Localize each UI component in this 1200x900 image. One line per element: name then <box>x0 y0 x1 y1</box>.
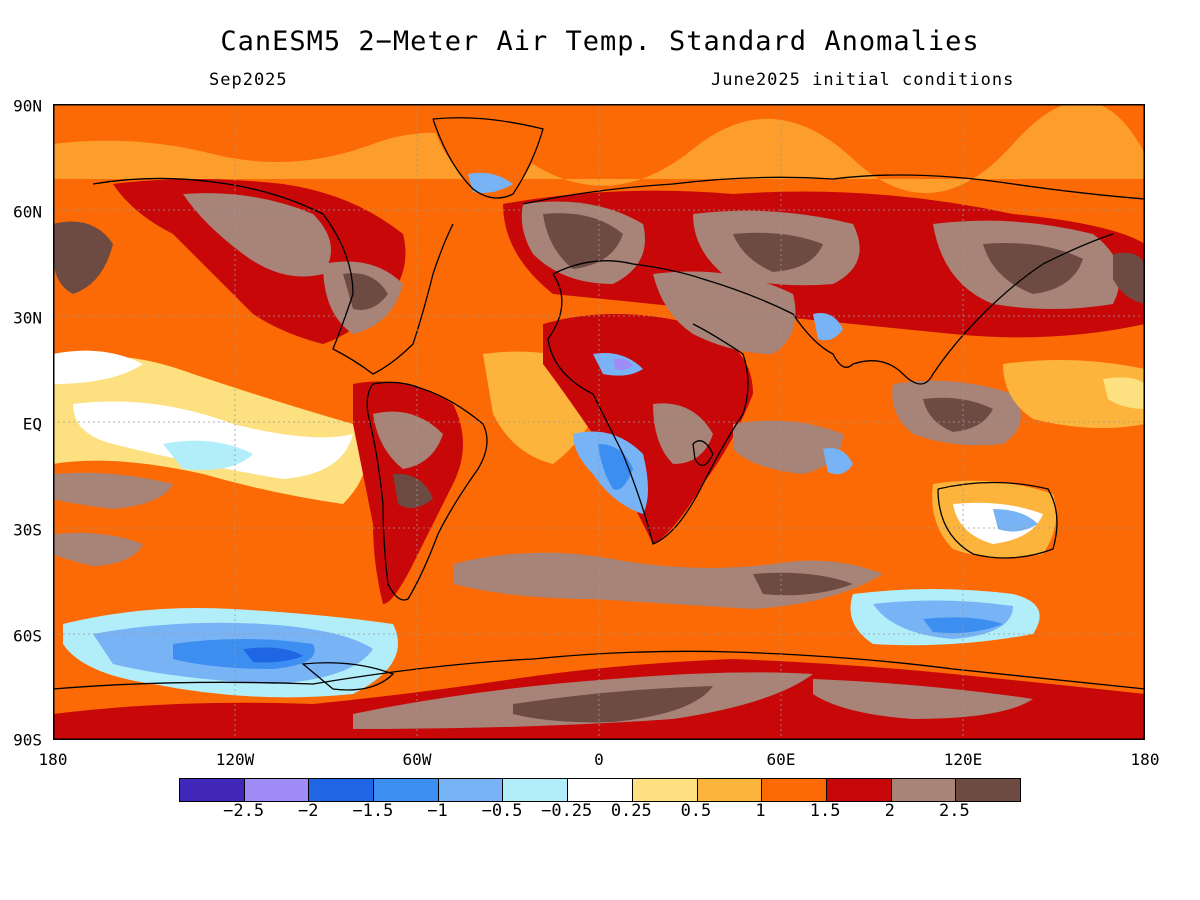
colorbar-tick-label: −0.25 <box>541 801 593 821</box>
colorbar-tick-label: −2.5 <box>223 801 265 821</box>
map-border <box>53 104 1145 740</box>
lon-label-180w: 180 <box>38 750 68 769</box>
coastlines <box>53 117 1145 691</box>
colorbar-tick-label: 1 <box>755 801 766 821</box>
lat-label-90n: 90N <box>13 96 42 116</box>
colorbar-swatch <box>374 779 439 801</box>
lon-label-120e: 120E <box>943 750 983 769</box>
colorbar-tick-label: 0.5 <box>680 801 712 821</box>
lat-label-30n: 30N <box>13 308 42 328</box>
colorbar-swatch <box>762 779 827 801</box>
colorbar <box>179 778 1021 802</box>
lon-label-0: 0 <box>594 750 604 769</box>
lat-label-90s: 90S <box>13 730 42 750</box>
lat-label-60n: 60N <box>13 202 42 222</box>
lat-label-60s: 60S <box>13 626 42 646</box>
colorbar-tick-label: −2 <box>297 801 319 821</box>
map-title: CanESM5 2−Meter Air Temp. Standard Anoma… <box>220 26 980 57</box>
lat-label-eq: EQ <box>22 414 42 434</box>
colorbar-swatch <box>438 779 504 801</box>
lon-label-60w: 60W <box>402 750 432 769</box>
colorbar-swatch <box>568 779 633 801</box>
colorbar-swatch <box>632 779 698 801</box>
colorbar-tick-label: −1.5 <box>352 801 394 821</box>
colorbar-swatch <box>309 779 375 801</box>
colorbar-swatch <box>244 779 310 801</box>
colorbar-tick-label: 2 <box>884 801 895 821</box>
lon-label-180e: 180 <box>1130 750 1160 769</box>
forecast-month: Sep2025 <box>209 70 288 90</box>
colorbar-swatch <box>503 779 569 801</box>
anomaly-map <box>53 104 1145 740</box>
colorbar-tick-label: 2.5 <box>939 801 970 821</box>
graticule <box>53 104 1145 740</box>
colorbar-tick-label: −1 <box>427 801 448 821</box>
colorbar-swatch <box>697 779 763 801</box>
colorbar-tick-label: 1.5 <box>809 801 841 821</box>
lon-label-60e: 60E <box>766 750 796 769</box>
colorbar-tick-label: 0.25 <box>610 801 652 821</box>
colorbar-tick-label: −0.5 <box>481 801 523 821</box>
colorbar-swatch <box>826 779 892 801</box>
lat-label-30s: 30S <box>13 520 42 540</box>
colorbar-swatch <box>180 779 245 801</box>
lon-label-120w: 120W <box>215 750 255 769</box>
colorbar-swatch <box>956 779 1020 801</box>
initial-conditions-label: June2025 initial conditions <box>711 70 1015 90</box>
colorbar-swatch <box>891 779 957 801</box>
